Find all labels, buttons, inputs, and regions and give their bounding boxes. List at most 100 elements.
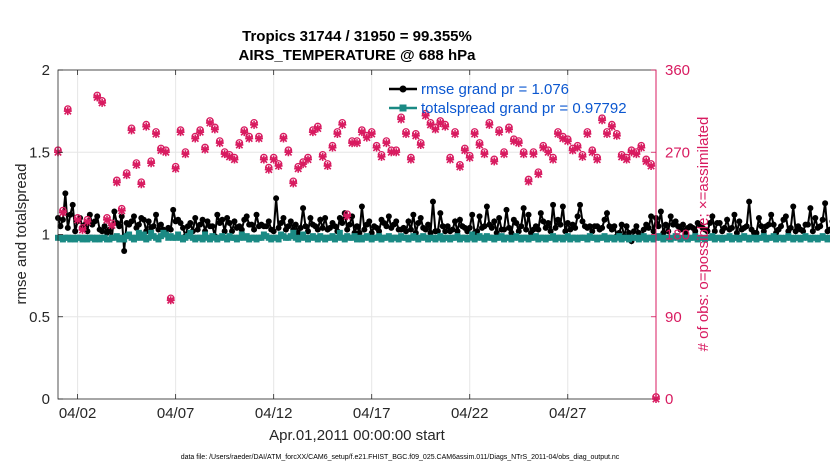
obs-assimilated-point [210, 125, 219, 134]
rmse-point [265, 218, 272, 225]
rmse-point [393, 218, 400, 225]
rmse-point [69, 201, 76, 208]
obs-assimilated-point [431, 125, 440, 134]
spread-point [162, 231, 169, 238]
spread-point [550, 233, 557, 240]
rmse-point [278, 219, 285, 226]
obs-assimilated-point [632, 150, 641, 159]
spread-point [202, 231, 209, 238]
rmse-point [603, 210, 610, 217]
obs-assimilated-point [426, 120, 435, 129]
obs-assimilated-point [372, 143, 381, 152]
obs-assimilated-point [539, 143, 548, 152]
obs-assimilated-point [460, 146, 469, 155]
rmse-point [474, 228, 481, 235]
legend-rmse-label: rmse grand pr = 1.076 [421, 81, 569, 98]
spread-point [454, 233, 461, 240]
spread-point [157, 233, 164, 240]
rmse-point [513, 219, 520, 226]
obs-assimilated-point [362, 133, 371, 142]
rmse-point [483, 203, 490, 210]
rmse-point [800, 228, 807, 235]
obs-assimilated-point [402, 129, 411, 138]
rmse-point [731, 211, 738, 218]
obs-assimilated-point [353, 139, 361, 148]
obs-assimilated-point [117, 206, 126, 215]
rmse-point [454, 228, 461, 235]
spread-point [175, 231, 182, 238]
rmse-point [733, 229, 740, 236]
rmse-point [501, 226, 508, 233]
obs-assimilated-point [235, 140, 244, 149]
axes: 04/02 04/07 04/12 04/17 04/22 04/27 0 0.5 1 1.5 2 0… [29, 62, 690, 422]
spread-point [238, 231, 245, 238]
rmse-point [224, 215, 231, 222]
rmse-point [827, 226, 830, 233]
obs-assimilated-point [377, 152, 386, 161]
obs-assimilated-point [142, 122, 151, 131]
rmse-point [618, 221, 625, 228]
rmse-point [679, 221, 686, 228]
rmse-point [280, 215, 287, 222]
obs-assimilated-point [583, 129, 592, 138]
obs-assimilated-point [509, 137, 518, 146]
series-layer [55, 190, 830, 254]
rmse-point [72, 228, 79, 235]
rmse-point [630, 228, 637, 235]
spread-point [466, 234, 473, 241]
rmse-point [567, 226, 574, 233]
obs-assimilated-point [529, 150, 538, 159]
obs-assimilated-point [470, 129, 479, 138]
rmse-point [782, 213, 789, 220]
obs-assimilated-point [455, 162, 464, 171]
spread-point [121, 236, 128, 243]
obs-assimilated-point [245, 134, 254, 143]
obs-assimilated-point [191, 134, 200, 143]
rmse-point [319, 224, 326, 231]
obs-assimilated-point [107, 221, 116, 230]
rmse-point [425, 221, 432, 228]
rmse-point [417, 215, 424, 222]
obs-assimilated-point [274, 161, 283, 170]
obs-assimilated-point [500, 150, 509, 159]
rmse-point [650, 228, 657, 235]
spread-point [601, 233, 608, 240]
spread-point [243, 233, 250, 240]
rmse-point [346, 221, 353, 228]
rmse-point [243, 213, 250, 220]
rmse-point [437, 210, 444, 217]
rmse-point [665, 228, 672, 235]
obs-assimilated-point [397, 115, 406, 124]
obs-assimilated-point [156, 146, 165, 155]
obs-assimilated-point [83, 217, 92, 226]
rmse-point [231, 218, 238, 225]
rmse-point [469, 211, 476, 218]
y-axis-label-right: # of obs: o=possible; ×=assimilated [695, 117, 712, 352]
spread-point [760, 233, 767, 240]
y-tick-label-right: 360 [665, 62, 690, 79]
rmse-point [140, 216, 147, 223]
rmse-point [130, 213, 137, 220]
rmse-point [662, 221, 669, 228]
obs-assimilated-point [446, 155, 455, 164]
obs-assimilated-point [225, 152, 234, 161]
obs-assimilated-point [544, 148, 553, 157]
rmse-point [192, 215, 199, 222]
rmse-point [554, 216, 561, 223]
obs-assimilated-point [519, 150, 528, 159]
rmse-point [635, 229, 642, 236]
rmse-point [564, 219, 571, 226]
rmse-point [91, 218, 98, 225]
spread-point [133, 234, 140, 241]
obs-assimilated-point [637, 143, 646, 152]
obs-assimilated-point [607, 122, 616, 131]
obs-assimilated-point [558, 134, 567, 143]
rmse-point [545, 219, 552, 226]
rmse-point [358, 203, 365, 210]
rmse-point [655, 223, 662, 230]
rmse-point [354, 223, 360, 230]
spread-point [709, 233, 716, 240]
obs-assimilated-point [348, 139, 357, 148]
spread-point [469, 231, 476, 238]
